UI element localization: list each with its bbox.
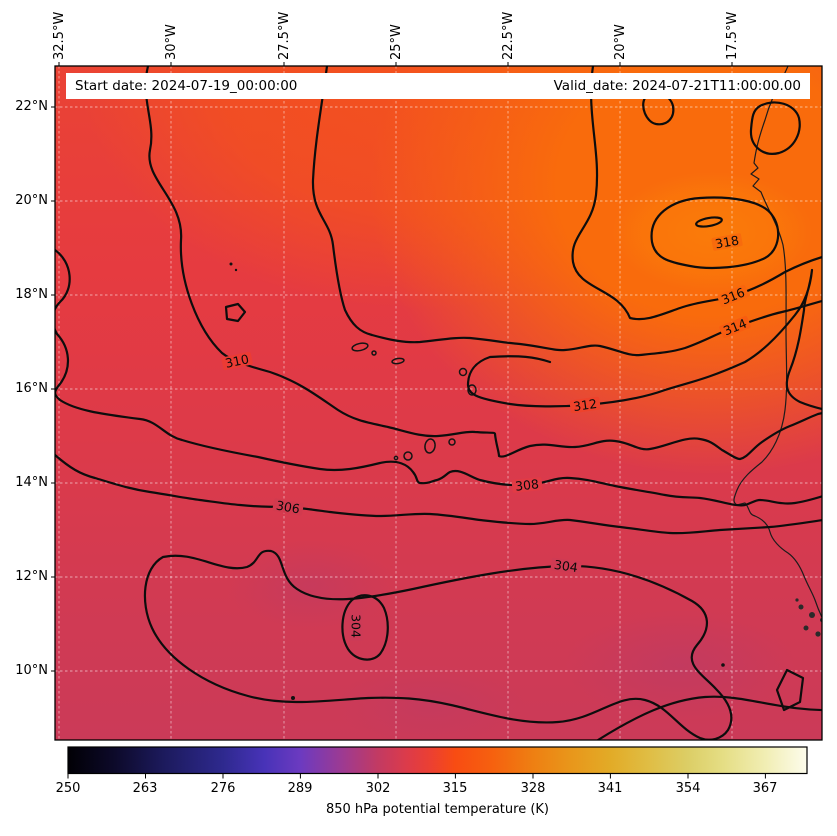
contour-label-304: 304 xyxy=(550,557,582,575)
lat-tick-label: 14°N xyxy=(15,475,48,490)
colorbar-tick: 276 xyxy=(210,781,236,796)
lat-tick-label: 12°N xyxy=(15,569,48,584)
valid-date-label: Valid_date: 2024-07-21T11:00:00.00 xyxy=(553,78,801,94)
title-bar: Start date: 2024-07-19_00:00:00 Valid_da… xyxy=(66,73,810,99)
cape-verde-islands xyxy=(351,342,477,461)
colorbar xyxy=(67,746,808,779)
map-frame xyxy=(54,65,823,741)
lat-tick-label: 10°N xyxy=(15,663,48,678)
start-date-label: Start date: 2024-07-19_00:00:00 xyxy=(75,78,298,94)
contour-label-308: 308 xyxy=(511,476,543,494)
temperature-field xyxy=(55,66,822,740)
colorbar-tick: 302 xyxy=(365,781,391,796)
contour-lines xyxy=(55,66,822,740)
axis-ticks xyxy=(51,62,733,672)
colorbar-axis-label: 850 hPa potential temperature (K) xyxy=(325,802,549,817)
colorbar-tick: 263 xyxy=(132,781,158,796)
colorbar-tick: 328 xyxy=(520,781,546,796)
colorbar-tick: 289 xyxy=(287,781,313,796)
colorbar-tick: 367 xyxy=(752,781,778,796)
coastline xyxy=(733,66,822,619)
lat-tick-label: 16°N xyxy=(15,381,48,396)
contour-label-312: 312 xyxy=(569,396,601,414)
lat-tick-label: 20°N xyxy=(15,193,48,208)
colorbar-tick: 315 xyxy=(442,781,468,796)
colorbar-tick: 341 xyxy=(597,781,623,796)
lat-tick-label: 18°N xyxy=(15,287,48,302)
islets xyxy=(229,262,725,700)
contour-label-304-vertical: 304 xyxy=(349,611,364,641)
colorbar-tick: 354 xyxy=(675,781,701,796)
lat-tick-label: 22°N xyxy=(15,99,48,114)
colorbar-tick: 250 xyxy=(55,781,81,796)
